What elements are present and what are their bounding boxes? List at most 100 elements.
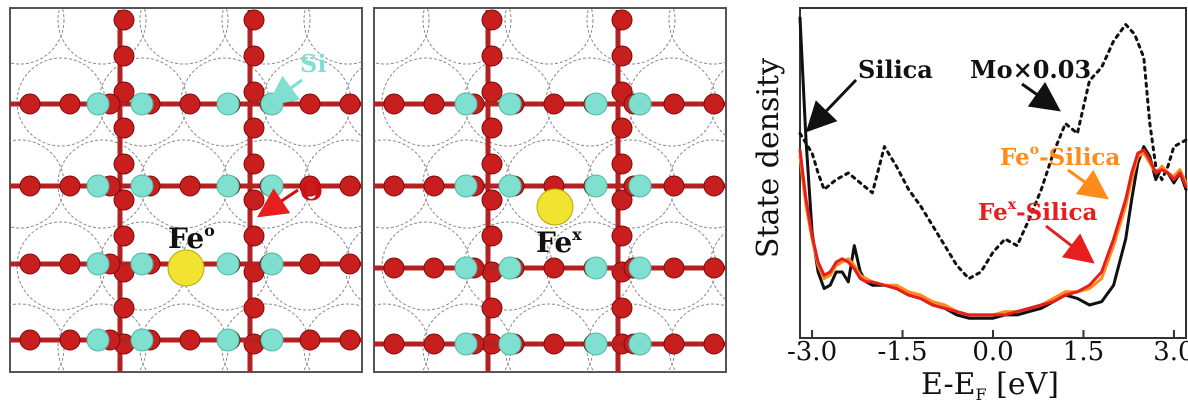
o-atom (299, 253, 321, 275)
si-atom (216, 328, 240, 352)
o-atom (543, 257, 565, 279)
o-atom (423, 333, 445, 355)
o-atom (243, 297, 265, 319)
o-atom (703, 175, 725, 197)
o-atom (543, 333, 565, 355)
o-atom (481, 189, 503, 211)
annotation-silica-arrow (805, 78, 858, 133)
annotation-fe-x-arrow (1045, 224, 1095, 264)
chart-series-group (798, 16, 1188, 320)
structure-panel-fe-o: Feo Si O (9, 7, 363, 373)
surface-arc (139, 8, 229, 65)
x-axis-ticks: -3.0 -1.5 0.0 1.5 3.0 (787, 330, 1188, 367)
o-atom (299, 93, 321, 115)
si-atom (628, 332, 652, 356)
o-atom (423, 93, 445, 115)
surface-arc (303, 303, 362, 372)
si-atom (86, 92, 110, 116)
o-atom (383, 93, 405, 115)
state-density-chart: -3.0 -1.5 0.0 1.5 3.0 State density E-EF [eV… (751, 7, 1188, 400)
o-atom (611, 189, 633, 211)
surface-arc (504, 8, 594, 65)
fe-atom-label: Feo (168, 221, 215, 255)
o-atom (59, 93, 81, 115)
o-atom (19, 253, 41, 275)
o-atom (383, 333, 405, 355)
si-atom (260, 252, 284, 276)
surface-arc (374, 8, 430, 65)
o-atom (299, 329, 321, 351)
x-tick-label: 3.0 (1153, 337, 1188, 367)
o-atom (339, 329, 361, 351)
o-atom (243, 153, 265, 175)
o-atom (19, 175, 41, 197)
o-atom (481, 81, 503, 103)
o-atom (481, 9, 503, 31)
o-atom (339, 253, 361, 275)
o-atom (113, 45, 135, 67)
annotation-fe-o-arrow (1067, 168, 1109, 200)
x-axis-label: E-EF [eV] (921, 367, 1059, 400)
x-tick-label: 1.5 (1063, 337, 1104, 367)
si-atom (86, 252, 110, 276)
surface-arc (10, 8, 65, 65)
x-tick-label: -3.0 (787, 337, 837, 367)
si-atom (628, 92, 652, 116)
series-line-fe-x-silica (798, 148, 1188, 317)
o-atom (481, 297, 503, 319)
silica-network (10, 9, 362, 372)
si-atom (260, 174, 284, 198)
o-atom (703, 93, 725, 115)
annotation-mo: Mo×0.03 (970, 55, 1091, 84)
o-atom (423, 257, 445, 279)
o-pointer-arrow (257, 188, 299, 218)
o-atom (663, 257, 685, 279)
o-atom (113, 9, 135, 31)
o-atom (59, 175, 81, 197)
o-label: O (300, 177, 323, 207)
si-atom (216, 174, 240, 198)
o-atom (113, 225, 135, 247)
o-atom (339, 93, 361, 115)
o-atom (179, 329, 201, 351)
si-atom (628, 256, 652, 280)
surface-arc (586, 8, 676, 65)
si-atom (498, 174, 522, 198)
y-axis-label: State density (751, 58, 786, 258)
o-atom (383, 257, 405, 279)
o-atom (243, 225, 265, 247)
o-atom (299, 175, 321, 197)
annotation-silica: Silica (858, 55, 933, 84)
x-tick-label: 0.0 (972, 337, 1013, 367)
o-atom (423, 175, 445, 197)
si-pointer-arrow (267, 75, 303, 106)
surface-arc (303, 139, 362, 229)
o-atom (663, 93, 685, 115)
o-atom (611, 45, 633, 67)
o-atom (611, 9, 633, 31)
si-atom (584, 92, 608, 116)
si-atom (130, 92, 154, 116)
silica-network (374, 9, 726, 372)
o-atom (243, 117, 265, 139)
o-atom (481, 117, 503, 139)
si-atom (628, 174, 652, 198)
annotation-mo-arrow (1021, 81, 1061, 112)
o-atom (481, 45, 503, 67)
structure-panel-fe-x: Fex (373, 7, 727, 373)
o-atom (383, 175, 405, 197)
o-atom (611, 225, 633, 247)
o-atom (703, 257, 725, 279)
si-atom (130, 328, 154, 352)
si-atom (454, 332, 478, 356)
o-atom (59, 329, 81, 351)
o-atom (703, 333, 725, 355)
o-atom (113, 117, 135, 139)
o-atom (543, 93, 565, 115)
fe-atom (167, 249, 205, 287)
o-atom (611, 153, 633, 175)
o-atom (339, 175, 361, 197)
surface-arc (221, 8, 311, 65)
si-atom (584, 256, 608, 280)
o-atom (611, 117, 633, 139)
